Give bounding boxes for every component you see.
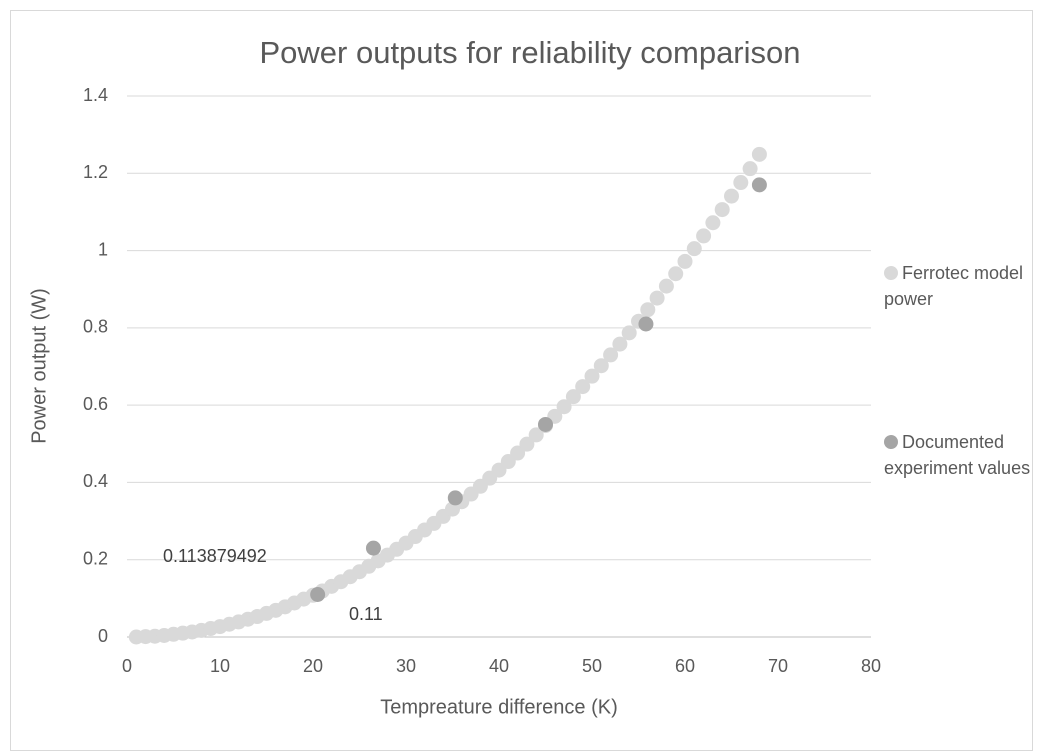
data-point — [714, 202, 730, 218]
data-point — [668, 266, 684, 282]
legend-label: Documented experiment values — [884, 432, 1031, 478]
x-tick-label: 20 — [303, 656, 323, 676]
data-point — [658, 278, 674, 294]
data-point — [638, 316, 654, 332]
y-axis-label: Power output (W) — [28, 288, 50, 444]
x-tick-label: 70 — [768, 656, 788, 676]
y-tick-label: 0.4 — [83, 471, 108, 491]
data-point — [310, 586, 326, 602]
legend-marker — [884, 435, 898, 449]
y-tick-label: 0.6 — [83, 394, 108, 414]
data-point — [528, 427, 544, 443]
data-point — [696, 228, 712, 244]
x-tick-label: 40 — [489, 656, 509, 676]
legend-entry: Ferrotec model power — [884, 260, 1034, 312]
y-tick-label: 0.2 — [83, 548, 108, 568]
data-point — [365, 540, 381, 556]
y-tick-label: 1.2 — [83, 162, 108, 182]
annotation: 0.11 — [349, 604, 383, 624]
legend-label: Ferrotec model power — [884, 263, 1024, 309]
x-tick-label: 0 — [122, 656, 132, 676]
x-tick-label: 10 — [210, 656, 230, 676]
data-point — [565, 389, 581, 405]
data-point — [649, 290, 665, 306]
data-point — [751, 146, 767, 162]
legend-marker — [884, 266, 898, 280]
data-point — [584, 368, 600, 384]
x-tick-label: 80 — [861, 656, 881, 676]
data-point — [447, 490, 463, 506]
x-tick-label: 30 — [396, 656, 416, 676]
x-axis-label: Tempreature difference (K) — [380, 696, 618, 718]
annotation: 0.113879492 — [163, 546, 267, 566]
data-point — [519, 436, 535, 452]
y-tick-label: 0 — [98, 626, 108, 646]
x-tick-label: 50 — [582, 656, 602, 676]
data-point — [742, 161, 758, 177]
data-point — [510, 445, 526, 461]
x-tick-label: 60 — [675, 656, 695, 676]
data-point — [612, 336, 628, 352]
data-point — [538, 416, 553, 432]
data-point — [621, 325, 637, 341]
data-point — [593, 358, 609, 374]
data-point — [686, 241, 702, 257]
y-tick-label: 0.8 — [83, 317, 108, 337]
legend-entry: Documented experiment values — [884, 429, 1034, 481]
data-point — [640, 302, 656, 318]
data-point — [724, 188, 739, 204]
y-tick-label: 1.4 — [83, 85, 108, 105]
y-tick-label: 1 — [98, 239, 108, 259]
data-point — [603, 347, 619, 363]
data-point — [575, 379, 591, 395]
data-point — [733, 175, 749, 191]
data-point — [556, 399, 572, 415]
data-point — [751, 177, 767, 193]
chart-title: Power outputs for reliability comparison — [259, 35, 800, 70]
data-point — [677, 253, 693, 269]
data-point — [705, 215, 721, 231]
